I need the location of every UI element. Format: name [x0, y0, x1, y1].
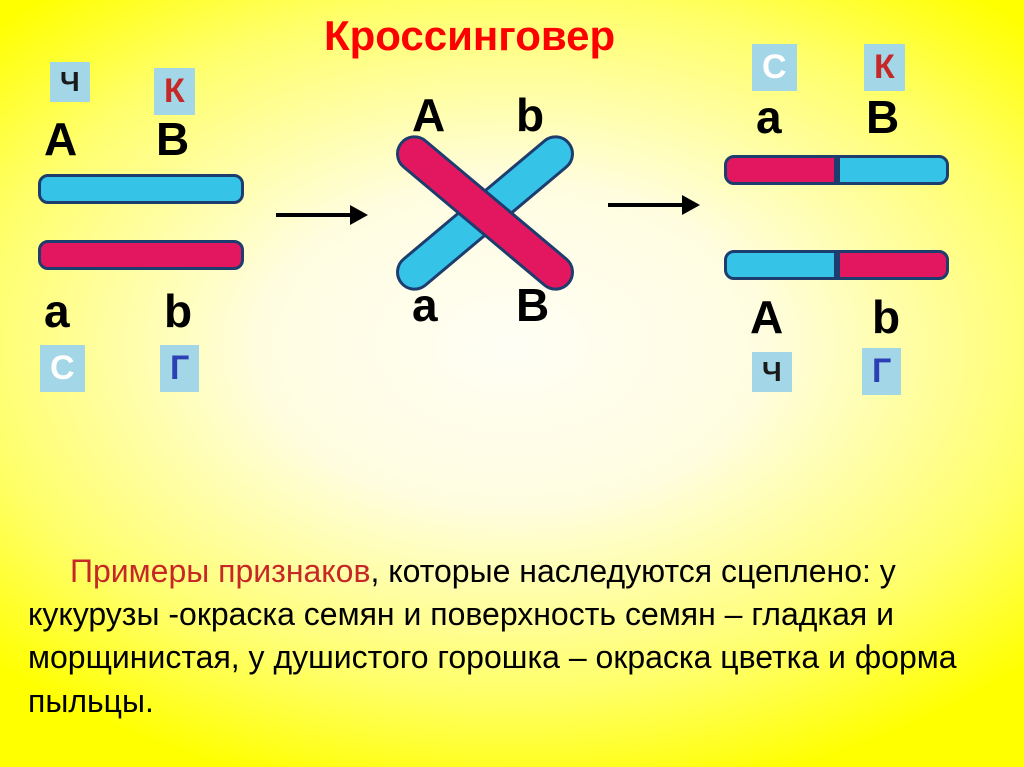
center-0-allele: А [412, 88, 445, 142]
arrow-0 [276, 205, 368, 225]
center-3-allele: В [516, 278, 549, 332]
body-text: Примеры признаков, которые наследуются с… [28, 550, 996, 723]
left-3-tag: Г [160, 345, 199, 392]
right-bar-top-right [837, 155, 950, 185]
right-2-tag: Ч [752, 352, 792, 392]
right-2-allele: А [750, 290, 783, 344]
right-1-tag: К [864, 44, 905, 91]
arrow-1 [608, 195, 700, 215]
right-bar-top-left [724, 155, 837, 185]
right-1-allele: В [866, 90, 899, 144]
right-3-allele: b [872, 290, 900, 344]
left-3-allele: b [164, 284, 192, 338]
body-part-0: Примеры признаков [28, 553, 370, 589]
left-2-tag: С [40, 345, 85, 392]
left-bar-0 [38, 174, 244, 204]
left-2-allele: а [44, 284, 70, 338]
right-0-tag: С [752, 44, 797, 91]
right-bar-bot-right [837, 250, 950, 280]
left-bar-1 [38, 240, 244, 270]
right-bar-bot-left [724, 250, 837, 280]
right-0-allele: а [756, 90, 782, 144]
left-0-tag: Ч [50, 62, 90, 102]
right-3-tag: Г [862, 348, 901, 395]
left-0-allele: А [44, 112, 77, 166]
left-1-tag: К [154, 68, 195, 115]
left-1-allele: В [156, 112, 189, 166]
center-2-allele: а [412, 278, 438, 332]
center-1-allele: b [516, 88, 544, 142]
